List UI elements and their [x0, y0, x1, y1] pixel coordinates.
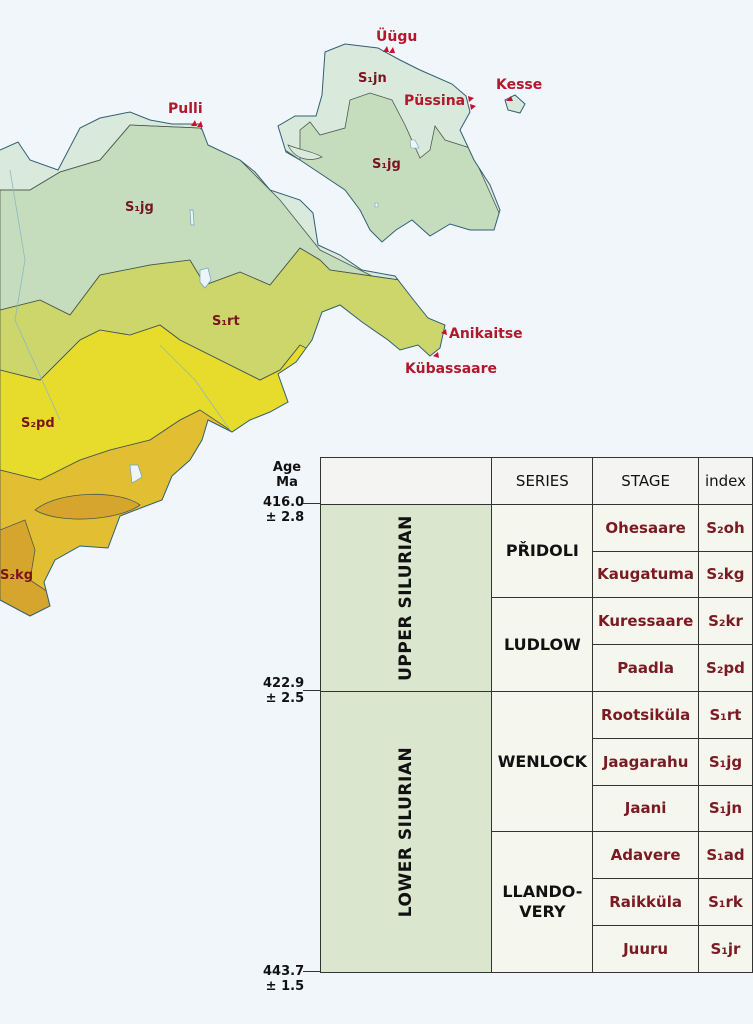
stage-cell: Paadla — [592, 644, 699, 692]
age-value: 416.0 — [263, 495, 305, 510]
series-pridoli: PŘIDOLI — [491, 503, 594, 599]
index-cell: S₁jn — [697, 784, 753, 833]
series-llandovery: LLANDO- VERY — [491, 831, 594, 973]
outcrop-markers — [191, 46, 513, 358]
unit-label-s2kg: S₂kg — [0, 568, 34, 583]
unit-label-s2pd: S₂pd — [21, 416, 55, 431]
series-wenlock: WENLOCK — [491, 690, 594, 833]
period-label: LOWER SILURIAN — [396, 746, 417, 918]
index-cell: S₂kg — [697, 550, 753, 599]
zone-s2kg-patch — [34, 493, 141, 520]
period-lower-silurian: LOWER SILURIAN — [319, 690, 493, 973]
age-422: 422.9 ± 2.5 — [263, 676, 304, 706]
period-label: UPPER SILURIAN — [396, 515, 417, 681]
table-row: Jaani S₁jn — [321, 784, 753, 833]
kesse-islet — [504, 94, 526, 114]
stage-cell: Raikküla — [592, 878, 699, 926]
marker-kubassaare-icon — [433, 352, 439, 358]
header-period-cell — [319, 457, 493, 505]
table-row: Juuru S₁jr — [321, 924, 753, 973]
age-value: 443.7 — [263, 964, 305, 979]
marker-anikaitse-icon — [441, 329, 447, 335]
stage-cell: Juuru — [592, 924, 699, 973]
stage-cell: Ohesaare — [592, 503, 699, 552]
series-ludlow: LUDLOW — [491, 597, 594, 692]
table-row: UPPER SILURIAN PŘIDOLI Ohesaare S₂oh — [319, 503, 753, 692]
index-cell: S₂kr — [697, 597, 753, 646]
stage-cell: Adavere — [592, 831, 699, 880]
header-stage: STAGE — [592, 457, 699, 505]
age-header-age: Age — [272, 460, 302, 475]
index-cell: S₁ad — [697, 831, 753, 880]
period-upper-silurian: UPPER SILURIAN — [319, 503, 493, 692]
marker-pulli-icon — [191, 120, 203, 127]
age-error: ± 2.5 — [265, 691, 305, 706]
locality-label-pussina: Püssina — [404, 93, 466, 109]
stage-cell: Rootsiküla — [592, 690, 699, 739]
index-cell: S₂pd — [697, 644, 753, 692]
lakes — [129, 209, 212, 484]
age-416: 416.0 ± 2.8 — [263, 495, 304, 525]
stage-cell: Jaagarahu — [592, 737, 699, 786]
table-row: Jaagarahu S₁jg — [321, 737, 753, 786]
zone-s2kg — [0, 519, 61, 616]
locality-label-kubassaare: Kübassaare — [405, 361, 497, 377]
age-error: ± 2.8 — [265, 510, 305, 525]
age-header: Age Ma — [268, 460, 306, 490]
table-row: LOWER SILURIAN WENLOCK Rootsiküla S₁rt — [319, 690, 753, 973]
stage-cell: Kaugatuma — [592, 550, 699, 599]
unit-label-s1rt: S₁rt — [212, 314, 240, 329]
index-cell: S₂oh — [697, 503, 753, 552]
index-cell: S₁rt — [697, 690, 753, 739]
marker-uugu-icon — [383, 46, 395, 53]
index-cell: S₁rk — [697, 878, 753, 926]
unit-label-island-s1jg: S₁jg — [372, 157, 401, 172]
age-tick — [303, 690, 321, 691]
unit-label-main-s1jg: S₁jg — [125, 200, 154, 215]
locality-label-uugu: Üügu — [376, 29, 418, 45]
locality-label-pulli: Pulli — [168, 101, 203, 117]
age-tick — [303, 503, 321, 504]
age-tick — [303, 971, 321, 972]
stratigraphy-table: SERIES STAGE index UPPER SILURIAN PŘIDOL… — [319, 457, 753, 973]
table-row: Raikküla S₁rk — [321, 878, 753, 926]
mainland-coastline — [0, 111, 446, 617]
table-row: LLANDO- VERY Adavere S₁ad — [321, 831, 753, 973]
marker-pussina-icon — [468, 96, 476, 110]
locality-label-anikaitse: Anikaitse — [449, 326, 523, 342]
index-cell: S₁jg — [697, 737, 753, 786]
stage-cell: Jaani — [592, 784, 699, 833]
unit-label-island-s1jn: S₁jn — [358, 71, 387, 86]
stage-cell: Kuressaare — [592, 597, 699, 646]
marker-kesse-icon — [506, 96, 513, 101]
age-header-ma: Ma — [276, 475, 298, 490]
header-index: index — [697, 457, 753, 505]
age-error: ± 1.5 — [265, 979, 305, 994]
island-coastline — [277, 43, 501, 243]
table-row: Paadla S₂pd — [321, 644, 753, 692]
age-value: 422.9 — [263, 676, 305, 691]
table-row: LUDLOW Kuressaare S₂kr — [321, 597, 753, 692]
table-header-row: SERIES STAGE index — [319, 457, 753, 505]
age-443: 443.7 ± 1.5 — [263, 964, 304, 994]
index-cell: S₁jr — [697, 924, 753, 973]
header-series: SERIES — [491, 457, 594, 505]
rivers — [9, 169, 231, 431]
locality-label-kesse: Kesse — [496, 77, 543, 93]
